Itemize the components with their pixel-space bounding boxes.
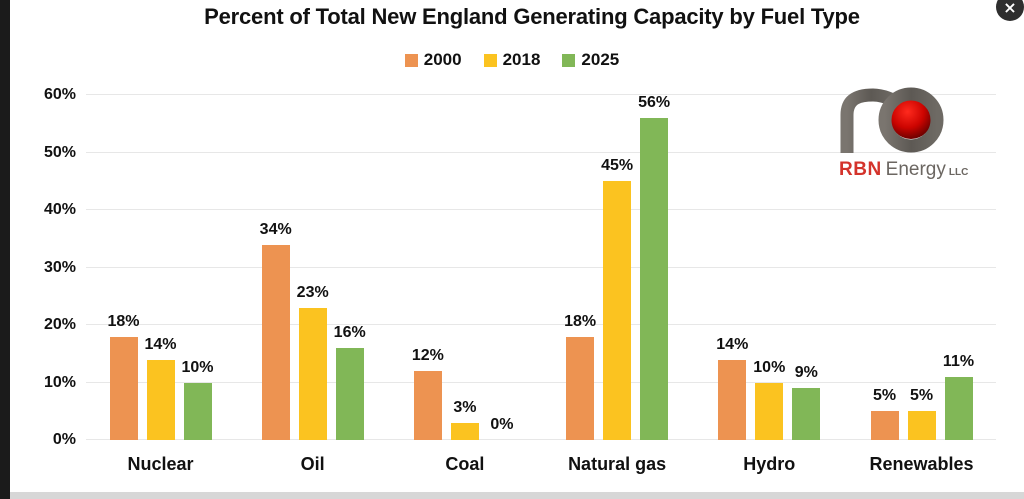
bar-value-label: 34% [259,220,292,238]
bar-2018-natural-gas [603,181,632,440]
y-tick-label-30: 30% [43,258,76,276]
category-label-hydro: Hydro [743,454,796,474]
bar-value-label: 3% [453,398,477,416]
bar-2025-oil [335,348,364,440]
chart-title: Percent of Total New England Generating … [204,4,860,29]
logo-name-text: Energy [885,159,946,180]
legend-item-2000: 2000 [404,50,462,70]
y-tick-label-10: 10% [43,373,76,391]
rbn-energy-logo: RBN Energy LLC [839,55,999,185]
bar-value-label: 18% [107,312,140,330]
y-tick-label-60: 60% [43,86,76,103]
gridline-10 [86,381,996,383]
bar-value-label: 23% [296,283,329,301]
bar-2025-renewables [944,376,973,440]
y-tick-label-20: 20% [43,316,76,333]
bar-2025-nuclear [183,382,212,440]
legend-swatch-2000-icon [404,53,418,67]
chart-legend: 2000 2018 2025 [0,49,1024,71]
category-label-oil: Oil [300,454,325,474]
logo-brand-text: RBN [839,159,882,180]
legend-label-2000: 2000 [423,50,462,69]
bar-2000-renewables [870,411,899,440]
bar-value-label: 5% [872,387,897,405]
bar-value-label: 5% [909,387,934,405]
bottom-edge-bar [0,492,1024,499]
bar-2018-renewables [907,411,936,440]
close-button[interactable]: × [996,0,1024,21]
bar-value-label: 56% [638,94,671,111]
logo-suffix-text: LLC [948,167,969,178]
bar-value-label: 18% [564,312,597,330]
gridline-30 [86,266,996,268]
category-label-nuclear: Nuclear [127,454,194,474]
bar-value-label: 14% [716,335,749,353]
bar-value-label: 10% [181,358,214,376]
bar-value-label: 0% [490,416,514,433]
bar-2000-coal [413,371,442,440]
bar-value-label: 16% [333,324,366,341]
bar-2000-hydro [718,359,747,440]
category-label-coal: Coal [445,454,485,474]
gridline-20 [86,324,996,325]
rbn-pipe-logo-icon [840,55,944,153]
close-icon: × [1003,0,1017,17]
bar-2018-hydro [755,382,784,440]
bar-value-label: 9% [794,364,818,382]
bar-value-label: 12% [411,347,444,364]
bar-2000-nuclear [109,336,138,440]
gridline-50 [86,151,996,153]
category-label-renewables: Renewables [869,454,974,474]
rbn-logo-text: RBN Energy LLC [839,159,968,181]
gridline-60 [86,94,996,95]
legend-swatch-2018-icon [483,53,497,67]
legend-swatch-2025-icon [562,53,576,67]
legend-item-2018: 2018 [483,50,541,70]
bar-2025-natural-gas [640,118,669,440]
legend-label-2025: 2025 [581,50,620,69]
plot-area: 18% 14% 10% Nuclear 34% 23% 16% Oil 12% 3% 0% Coal 1… [86,80,996,474]
y-tick-label-50: 50% [43,143,76,161]
bar-value-label: 11% [942,352,975,370]
gridline-0 [86,439,996,440]
gridline-40 [86,209,996,210]
bar-2018-oil [298,307,327,440]
legend-label-2018: 2018 [502,50,541,69]
bar-2018-coal [450,422,479,440]
bar-value-label: 10% [753,358,786,376]
category-label-natural-gas: Natural gas [568,454,667,474]
bar-2018-nuclear [146,359,175,440]
y-tick-label-0: 0% [52,431,76,448]
y-tick-label-40: 40% [43,201,76,218]
bar-2000-oil [261,244,290,440]
bar-value-label: 45% [601,157,634,175]
bar-value-label: 14% [144,335,177,353]
left-edge-bar [0,0,10,499]
y-axis: 0% 10% 20% 30% 40% 50% 60% [0,80,76,448]
bar-2025-hydro [792,388,821,440]
bar-2000-natural-gas [566,336,595,440]
legend-item-2025: 2025 [562,50,619,70]
